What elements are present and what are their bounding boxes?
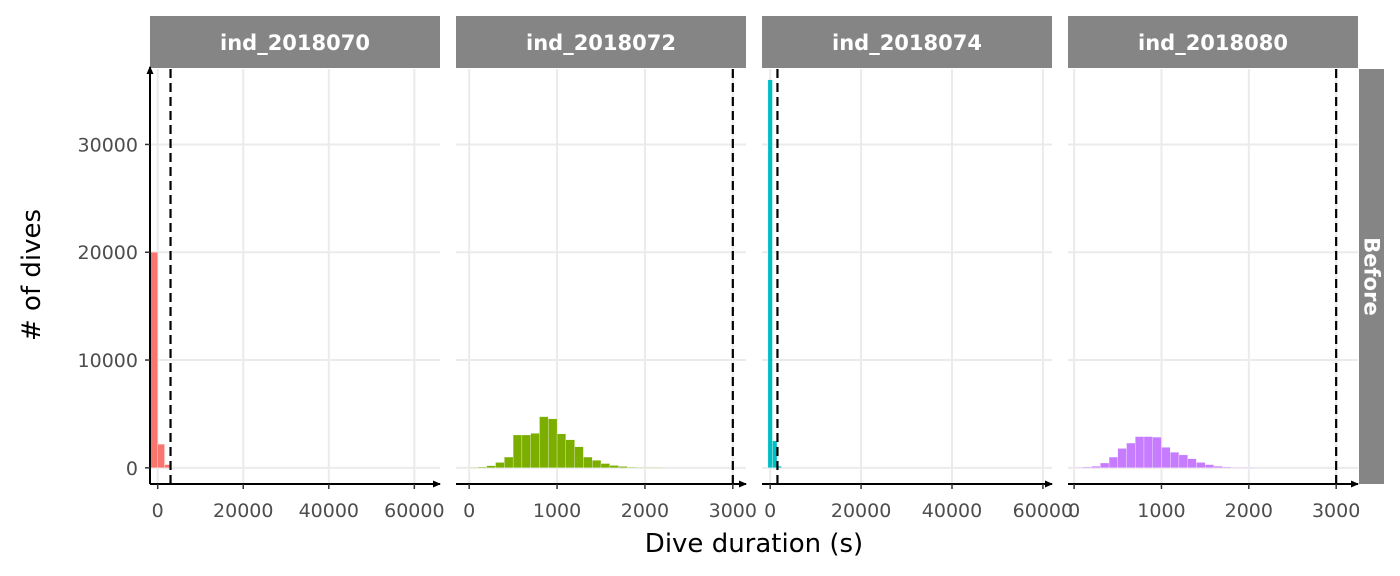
x-tick-label: 0 — [764, 500, 776, 522]
histogram-bar — [1178, 454, 1188, 468]
histogram-bar — [1126, 442, 1136, 468]
y-tick-label: 0 — [126, 458, 138, 480]
row-strip-label: Before — [1360, 237, 1384, 315]
histogram-bar — [1161, 447, 1171, 468]
histogram-bar — [486, 465, 496, 468]
histogram-bar — [1135, 436, 1145, 468]
histogram-bar — [1213, 466, 1223, 468]
histogram-bar — [504, 456, 514, 468]
histogram-bar — [539, 416, 549, 468]
x-tick-label: 40000 — [299, 500, 359, 522]
y-tick-label: 30000 — [78, 134, 138, 156]
facet-strip-label: ind_2018070 — [220, 31, 370, 55]
histogram-bar — [1117, 448, 1127, 468]
histogram-bar — [1170, 452, 1180, 468]
histogram-bar — [1187, 458, 1197, 468]
facet-strip — [150, 16, 440, 68]
histogram-bar — [644, 467, 654, 469]
histogram-bar — [565, 439, 575, 468]
histogram-bar — [618, 466, 628, 468]
histogram-bar — [583, 456, 593, 468]
x-tick-label: 20000 — [213, 500, 273, 522]
histogram-bar — [574, 446, 584, 468]
histogram-bar — [1143, 436, 1153, 468]
histogram-bar — [548, 418, 558, 468]
histogram-bar — [1204, 464, 1215, 468]
x-axis-title: Dive duration (s) — [645, 529, 863, 559]
histogram-bar — [1248, 467, 1258, 469]
histogram-bar — [1100, 462, 1110, 468]
histogram-bar — [767, 79, 773, 468]
histogram-bar — [556, 433, 566, 468]
x-tick-label: 0 — [463, 500, 475, 522]
histogram-bar — [1196, 462, 1206, 468]
histogram-bar — [609, 465, 619, 468]
facet-strip-label: ind_2018074 — [832, 31, 982, 55]
histogram-bar — [521, 434, 531, 468]
histogram-bar — [1073, 467, 1083, 469]
histogram-bar — [1231, 467, 1241, 469]
histogram-bar — [772, 440, 778, 468]
histogram-bar — [1239, 467, 1249, 469]
facet-strip-label: ind_2018080 — [1138, 31, 1288, 55]
row-strip — [1359, 69, 1384, 484]
x-tick-label: 1000 — [1137, 500, 1185, 522]
histogram-bar — [592, 460, 602, 468]
facet-strip — [1068, 16, 1358, 68]
histogram-bar — [1108, 456, 1118, 468]
y-tick-label: 20000 — [78, 242, 138, 264]
histogram-bar — [157, 443, 165, 468]
x-tick-label: 2000 — [1225, 500, 1273, 522]
x-tick-label: 60000 — [1013, 500, 1073, 522]
histogram-bar — [1222, 466, 1232, 468]
x-tick-label: 60000 — [384, 500, 444, 522]
histogram-bar — [495, 462, 505, 468]
x-tick-label: 0 — [152, 500, 164, 522]
histogram-bar — [150, 252, 158, 468]
histogram-bar — [1152, 436, 1162, 468]
facet-strip — [762, 16, 1052, 68]
histogram-bar — [512, 434, 523, 468]
x-tick-label: 20000 — [831, 500, 891, 522]
facet-strip-label: ind_2018072 — [526, 31, 676, 55]
x-tick-label: 3000 — [1312, 500, 1360, 522]
histogram-bar — [653, 467, 663, 469]
x-tick-label: 3000 — [709, 500, 757, 522]
x-tick-label: 2000 — [621, 500, 669, 522]
x-tick-label: 40000 — [922, 500, 982, 522]
histogram-bar — [477, 466, 487, 468]
histogram-bar — [530, 433, 540, 468]
histogram-bar — [1091, 466, 1101, 468]
histogram-bar — [1082, 466, 1092, 468]
x-tick-label: 0 — [1068, 500, 1080, 522]
histogram-bar — [600, 463, 610, 468]
histogram-bar — [469, 467, 479, 469]
x-tick-label: 1000 — [533, 500, 581, 522]
histogram-bar — [627, 466, 637, 468]
facet-strip — [456, 16, 746, 68]
histogram-bar — [636, 467, 646, 469]
y-tick-label: 10000 — [78, 350, 138, 372]
y-axis-title: # of dives — [17, 209, 47, 341]
